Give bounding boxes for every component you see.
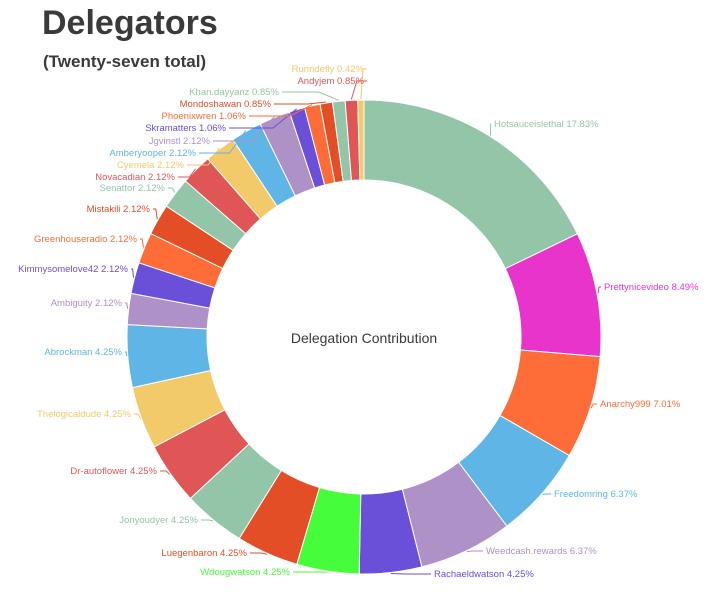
slice-label-abrockman: Abrockman 4.25% — [44, 347, 122, 358]
slice-label-cyemela: Cyemela 2.12% — [117, 160, 185, 171]
leader-line-andyjem — [350, 80, 367, 100]
slice-label-hotsauceislethal: Hotsauceislethal 17.83% — [494, 119, 599, 130]
slice-label-amberyooper: Amberyooper 2.12% — [109, 148, 196, 159]
leader-line-phoenixwren — [249, 104, 313, 117]
slice-label-dr-autoflower: Dr-autoflower 4.25% — [70, 466, 157, 477]
leader-line-abrockman — [125, 351, 128, 357]
leader-line-anarchy999 — [590, 403, 597, 409]
slice-label-freedomring: Freedomring 6.37% — [554, 489, 638, 500]
leader-line-ambiguity — [125, 302, 129, 309]
leader-line-jgvinstl — [213, 116, 275, 142]
slice-label-rachaeldwatson: Rachaeldwatson 4.25% — [434, 569, 534, 580]
leader-line-cyemela — [187, 147, 220, 166]
slice-label-luegenbaron: Luegenbaron 4.25% — [161, 548, 247, 559]
page-title: Delegators — [42, 4, 218, 42]
leader-line-luegenbaron — [250, 552, 267, 555]
slice-label-jgvinstl: Jgvinstl 2.12% — [149, 136, 211, 147]
slice-label-kimmysomelove42: Kimmysomelove42 2.12% — [18, 264, 128, 275]
slice-label-anarchy999: Anarchy999 7.01% — [600, 399, 681, 410]
leader-line-thelogicaldude — [134, 413, 141, 419]
slice-label-prettynicevideo: Prettynicevideo 8.49% — [604, 282, 699, 293]
slice-label-mondoshawan: Mondoshawan 0.85% — [180, 99, 272, 110]
leader-line-dr-autoflower — [160, 470, 171, 475]
slice-label-wdougwatson: Wdougwatson 4.25% — [200, 567, 290, 578]
leader-line-runridefly — [360, 68, 367, 100]
slice-label-jonyoudyer: Jonyoudyer 4.25% — [119, 515, 198, 526]
leader-line-hotsauceislethal — [489, 123, 492, 136]
leader-line-kimmysomelove42 — [131, 268, 135, 278]
labels-group: Hotsauceislethal 17.83% Prettynicevideo 8… — [18, 64, 699, 580]
slice-label-novacadian: Novacadian 2.12% — [95, 172, 175, 183]
slice-label-phoenixwren: Phoenixwren 1.06% — [162, 111, 247, 122]
slice-label-senattor: Senattor 2.12% — [100, 183, 166, 194]
leader-line-skramatters — [229, 108, 298, 129]
page-subtitle: (Twenty-seven total) — [43, 52, 207, 71]
leader-line-mistakili — [153, 208, 158, 220]
leader-line-freedomring — [542, 493, 551, 496]
leader-line-senattor — [168, 187, 176, 193]
leader-line-weedcash-rewards — [466, 550, 483, 553]
slice-label-greenhouseradio: Greenhouseradio 2.12% — [34, 234, 138, 245]
leader-line-mondoshawan — [274, 101, 327, 105]
slice-runridefly[interactable] — [357, 99, 365, 181]
chart-center-title: Delegation Contribution — [291, 330, 437, 346]
slice-label-khan-dayyanz: Khan.dayyanz 0.85% — [189, 87, 279, 98]
slices-group — [126, 99, 602, 575]
slice-label-weedcash-rewards: Weedcash.rewards 6.37% — [486, 546, 597, 557]
slice-label-thelogicaldude: Thelogicaldude 4.25% — [37, 409, 132, 420]
leader-line-amberyooper — [199, 130, 247, 154]
leader-line-khan-dayyanz — [282, 91, 339, 101]
slice-label-skramatters: Skramatters 1.06% — [145, 123, 226, 134]
slice-label-ambiguity: Ambiguity 2.12% — [51, 298, 123, 309]
leader-line-jonyoudyer — [201, 519, 213, 522]
leader-lines-group — [125, 68, 601, 575]
leader-line-novacadian — [178, 168, 196, 178]
leader-line-prettynicevideo — [597, 286, 601, 294]
slice-label-andyjem: Andyjem 0.85% — [297, 76, 364, 87]
leader-line-greenhouseradio — [140, 238, 144, 248]
slice-label-mistakili: Mistakili 2.12% — [87, 204, 151, 215]
slice-label-runridefly: Runridefly 0.42% — [292, 64, 365, 75]
leader-line-rachaeldwatson — [390, 572, 431, 575]
